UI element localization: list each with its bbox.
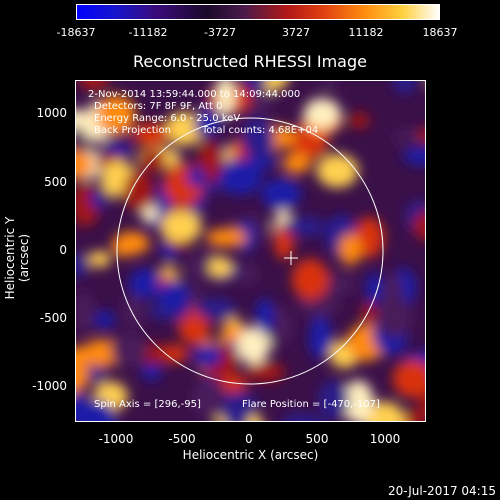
- intensity-blob: [255, 297, 274, 335]
- intensity-blob: [140, 363, 162, 381]
- intensity-blob: [94, 310, 116, 329]
- colorbar-tick-label: 11182: [348, 26, 384, 39]
- intensity-blob: [209, 257, 233, 278]
- x-tick-label: -1000: [98, 432, 134, 446]
- intensity-blob: [123, 170, 154, 212]
- method-label: Back Projection: [94, 125, 171, 136]
- intensity-blob: [110, 332, 148, 368]
- intensity-blob: [417, 127, 425, 144]
- spin-axis-label: Spin Axis = [296,-95]: [94, 399, 201, 410]
- intensity-blob: [243, 81, 268, 93]
- intensity-blob: [79, 81, 109, 92]
- intensity-blob: [206, 228, 247, 248]
- y-tick-label: 1000: [36, 106, 67, 120]
- intensity-blob: [412, 210, 425, 241]
- intensity-blob: [240, 117, 275, 160]
- x-tick-label: 1000: [369, 432, 401, 446]
- y-tick-label: 500: [44, 175, 67, 189]
- image-plot-area: 2-Nov-2014 13:59:44.000 to 14:09:44.000 …: [75, 80, 426, 422]
- intensity-blob: [402, 147, 425, 166]
- colorbar-tick-label: 18637: [422, 26, 458, 39]
- timestamp: 20-Jul-2017 04:15: [387, 484, 496, 498]
- intensity-blob: [261, 178, 302, 211]
- intensity-blob: [237, 326, 270, 365]
- intensity-blob: [191, 378, 227, 420]
- y-tick-label: 0: [59, 243, 67, 257]
- energy-range-label: Energy Range: 6.0 - 25.0 keV: [94, 113, 241, 124]
- intensity-blob: [238, 220, 255, 254]
- intensity-blob: [193, 113, 220, 137]
- intensity-blob: [195, 298, 236, 320]
- intensity-blob: [76, 357, 89, 394]
- intensity-blob: [88, 251, 111, 268]
- intensity-blob: [76, 391, 89, 421]
- colorbar-tick-label: -11182: [128, 26, 168, 39]
- total-counts-label: Total counts: 4.68E+04: [202, 125, 319, 136]
- reconstructed-image: [76, 81, 425, 421]
- intensity-blob: [122, 290, 146, 328]
- y-tick-label: -500: [39, 311, 67, 325]
- intensity-blob: [392, 129, 425, 147]
- intensity-blob: [316, 153, 359, 188]
- intensity-blob: [318, 81, 339, 86]
- x-tick-label: 500: [305, 432, 329, 446]
- intensity-blob: [222, 391, 259, 421]
- intensity-blob: [76, 150, 93, 180]
- x-tick-label: 0: [245, 432, 253, 446]
- colorbar-tick-label: 3727: [282, 26, 310, 39]
- intensity-blob: [318, 380, 350, 420]
- intensity-blob: [375, 296, 412, 338]
- intensity-blob: [219, 158, 262, 196]
- intensity-blob: [392, 81, 418, 95]
- x-tick-label: -500: [168, 432, 196, 446]
- colorbar-tick-label: -18637: [56, 26, 96, 39]
- intensity-blob: [303, 98, 341, 128]
- time-range-label: 2-Nov-2014 13:59:44.000 to 14:09:44.000: [88, 89, 301, 100]
- intensity-blob: [133, 122, 169, 147]
- intensity-blob: [238, 262, 258, 286]
- intensity-blob: [157, 280, 190, 310]
- intensity-blob: [76, 291, 95, 335]
- intensity-blob: [363, 401, 406, 421]
- intensity-blob: [404, 407, 425, 421]
- intensity-blob: [248, 414, 262, 421]
- flare-position-label: Flare Position = [-470,-107]: [242, 399, 380, 410]
- y-tick-label: -1000: [32, 379, 67, 393]
- intensity-blob: [365, 272, 383, 305]
- intensity-blob: [349, 112, 370, 129]
- intensity-blob: [339, 233, 362, 266]
- intensity-blob: [382, 272, 403, 310]
- image-title: Reconstructed RHESSI Image: [133, 52, 367, 71]
- intensity-blob: [245, 361, 286, 382]
- intensity-blob: [282, 152, 312, 174]
- x-axis-label: Heliocentric X (arcsec): [182, 448, 319, 462]
- intensity-blob: [291, 258, 329, 300]
- intensity-blob: [342, 380, 374, 421]
- y-axis-label: Heliocentric Y (arcsec): [3, 216, 31, 300]
- intensity-blob: [76, 252, 89, 279]
- intensity-blob: [392, 359, 425, 399]
- intensity-blob: [186, 167, 206, 187]
- intensity-blob: [281, 413, 323, 421]
- colorbar: [76, 4, 440, 20]
- intensity-blob: [113, 231, 150, 255]
- flare-position-marker: [284, 251, 298, 265]
- intensity-blob: [308, 316, 333, 360]
- detectors-label: Detectors: 7F 8F 9F, Att 0: [94, 101, 223, 112]
- intensity-blob: [283, 216, 325, 237]
- intensity-blob: [160, 210, 202, 243]
- solar-limb-circle: [116, 117, 384, 385]
- intensity-blob: [96, 94, 136, 134]
- intensity-blob: [193, 344, 223, 367]
- colorbar-tick-label: -3727: [204, 26, 236, 39]
- intensity-blob: [128, 268, 164, 299]
- intensity-blob: [216, 81, 235, 117]
